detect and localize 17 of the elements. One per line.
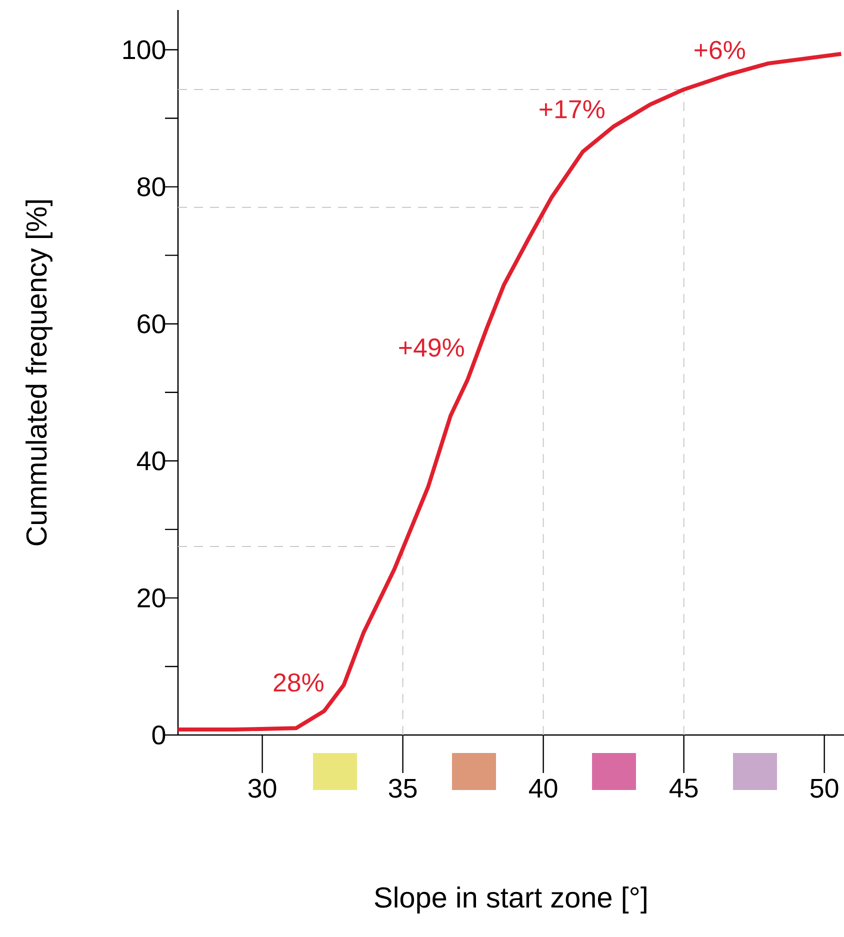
x-tick-label: 35 xyxy=(388,778,417,798)
y-tick-label: 80 xyxy=(137,177,166,196)
y-tick-label: 100 xyxy=(123,40,166,60)
x-tick-label: 40 xyxy=(528,778,558,798)
annotation: +17% xyxy=(540,100,604,118)
x-tick-label: 50 xyxy=(810,778,838,798)
y-tick-label: 60 xyxy=(138,314,166,334)
x-tick-label: 30 xyxy=(248,778,276,798)
y-tick-label: 0 xyxy=(152,725,166,745)
x-axis-title: Slope in start zone [°] xyxy=(374,886,646,914)
y-tick-label: 20 xyxy=(138,588,166,608)
annotation: +6% xyxy=(694,40,745,60)
y-tick-label: 40 xyxy=(136,451,166,470)
annotation: +49% xyxy=(399,338,464,357)
annotation: 28% xyxy=(274,673,324,692)
y-axis-title: Cummulated frequency [%] xyxy=(26,200,52,546)
x-tick-label: 45 xyxy=(669,778,698,798)
